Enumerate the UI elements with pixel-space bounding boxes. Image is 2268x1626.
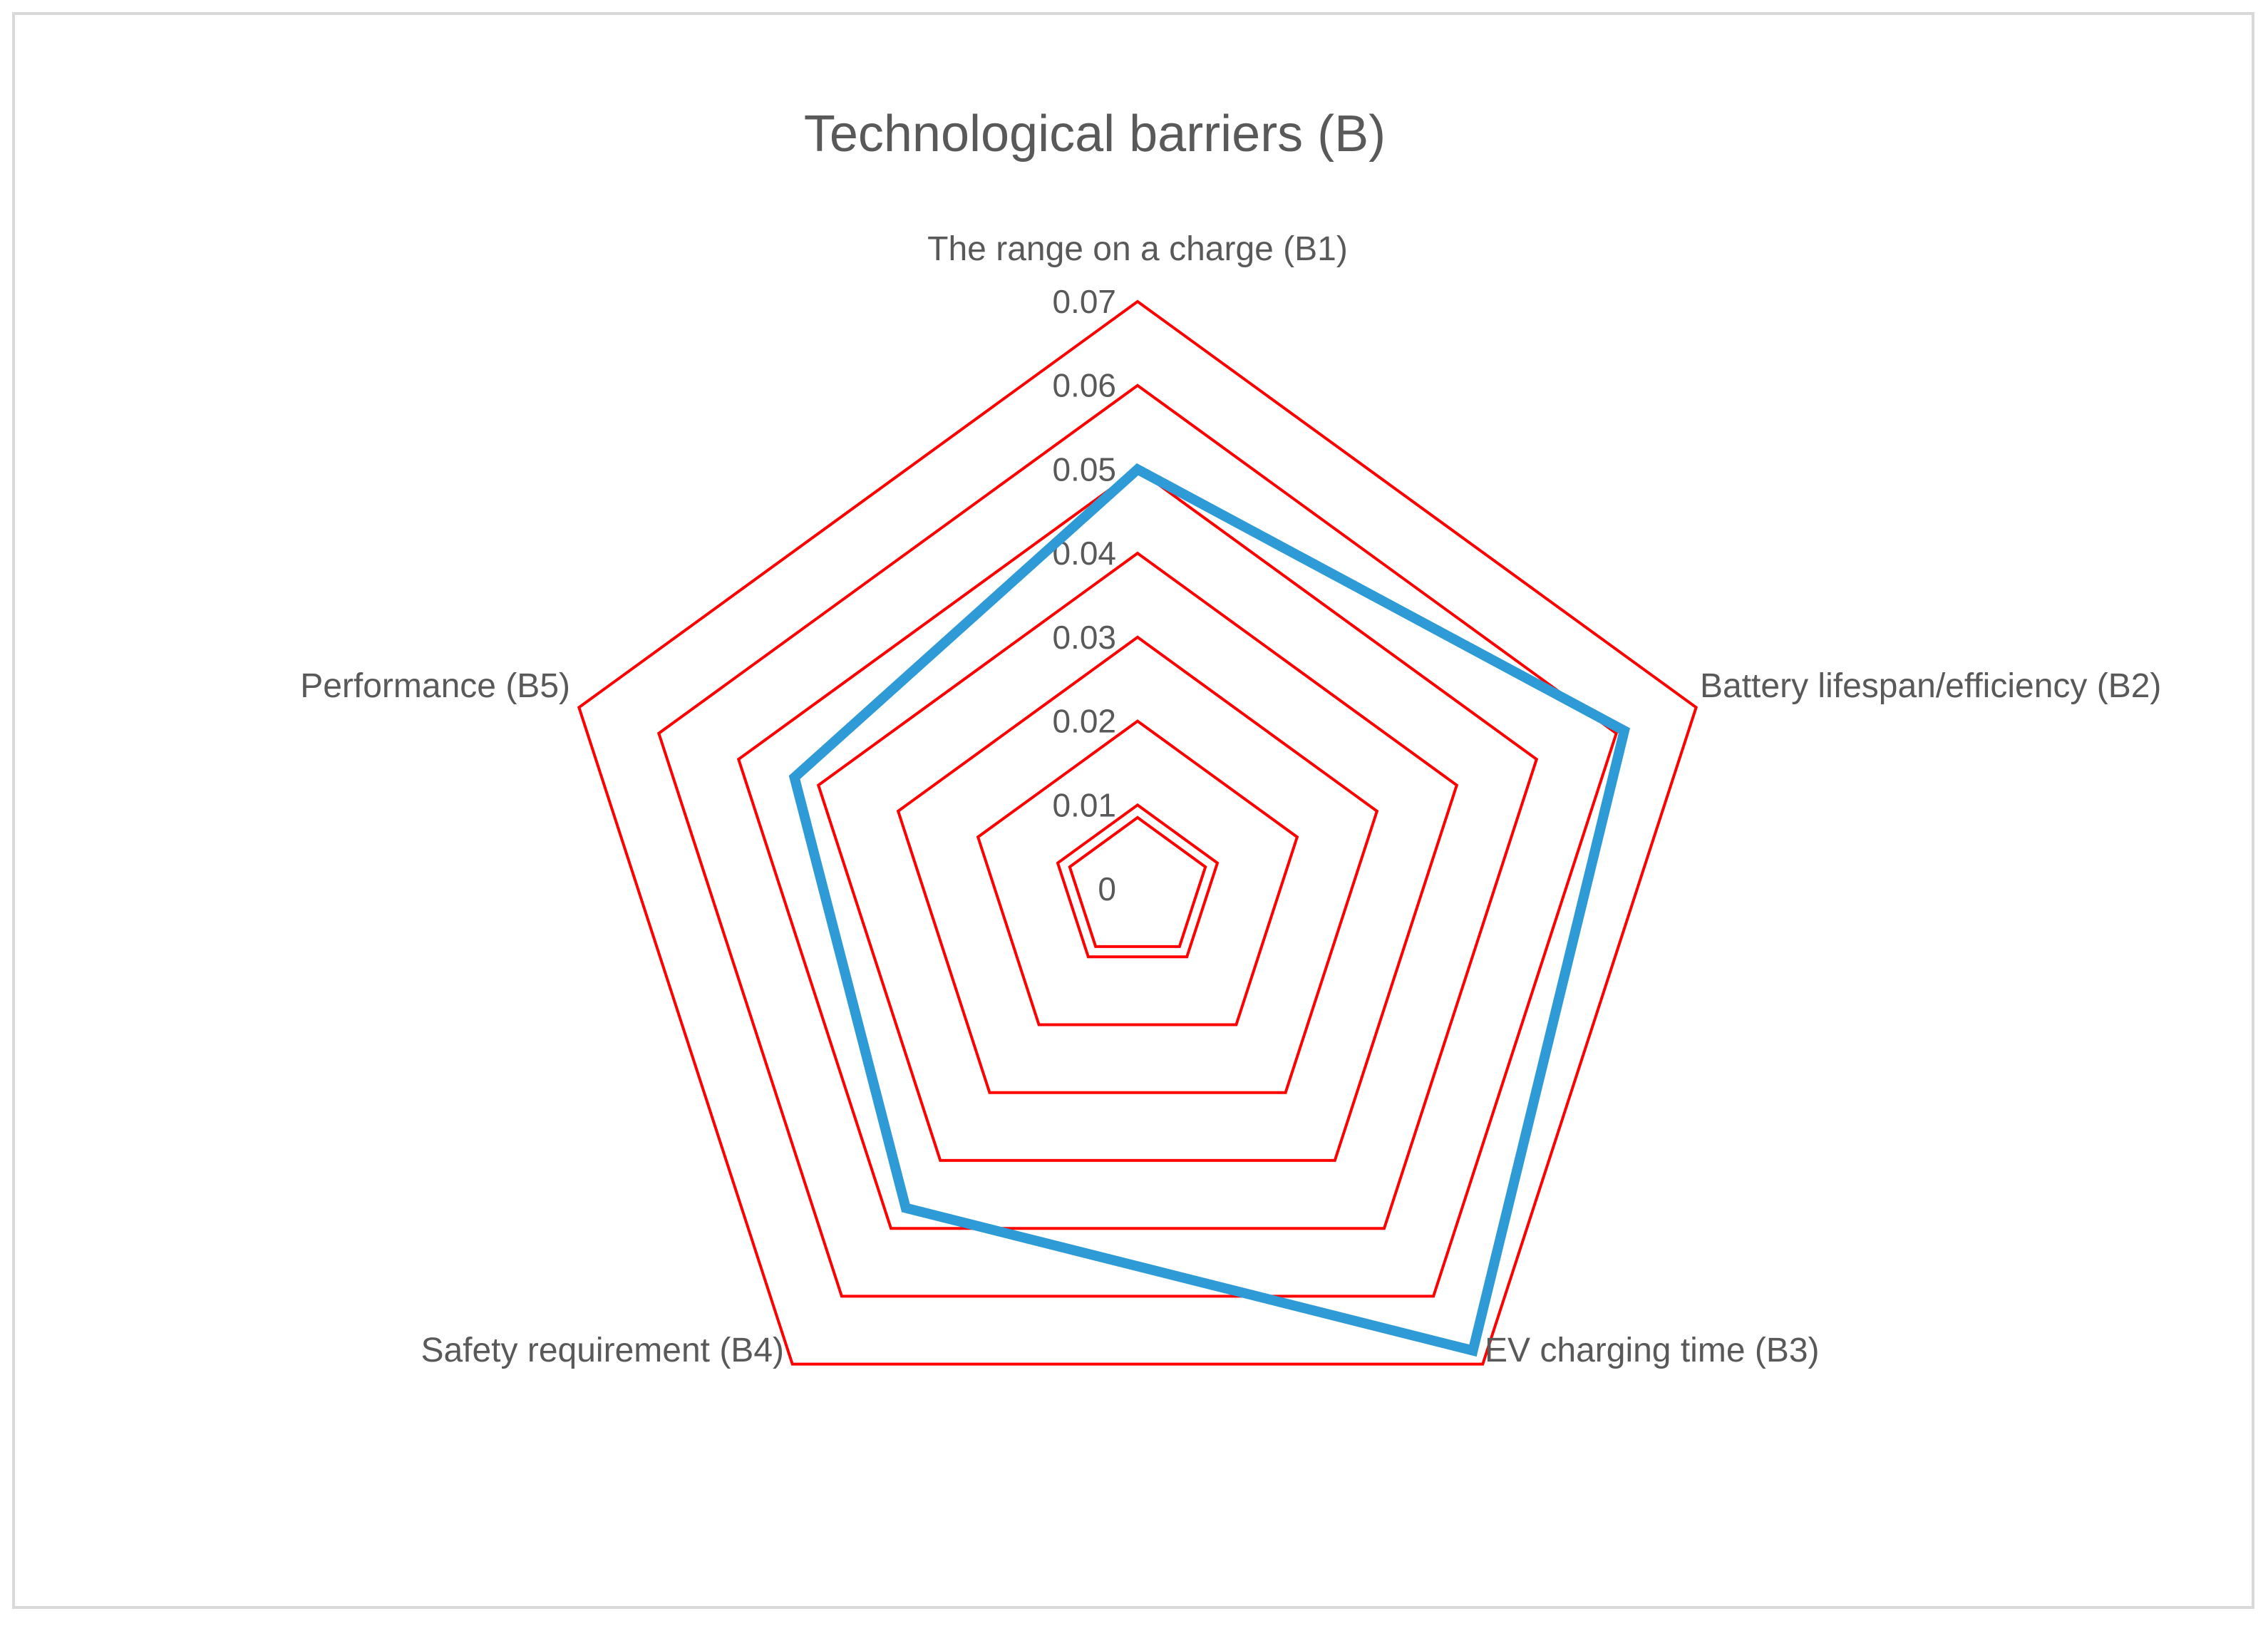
grid-ring-2 [976,719,1299,1026]
grid-ring-4 [816,551,1459,1162]
axis-label: EV charging time (B3) [1485,1332,1820,1369]
axis-label: Performance (B5) [300,667,570,705]
axis-labels: The range on a charge (B1) Battery lifesp… [300,230,2161,1369]
axis-label: Battery lifespan/efficiency (B2) [1700,667,2161,705]
tick-label: 0.05 [1052,451,1116,488]
tick-label: 0.06 [1052,367,1116,404]
grid-ring-3 [896,635,1379,1094]
tick-label: 0 [1098,870,1116,907]
grid-ring-7 [577,299,1699,1366]
series-group [788,463,1630,1357]
tick-label: 0.01 [1052,786,1116,823]
axis-label: The range on a charge (B1) [927,230,1348,268]
chart-title: Technological barriers (B) [804,106,1386,163]
grid-ring-1 [1056,803,1220,959]
radar-grid [577,299,1699,1366]
chart-frame [12,12,2254,1609]
grid-ring-center [1068,815,1207,948]
tick-label: 0.02 [1052,703,1116,740]
axis-label: Safety requirement (B4) [421,1332,784,1369]
series-line-0 [788,463,1630,1357]
radial-tick-labels: 00.010.020.030.040.050.060.07 [1052,283,1116,907]
grid-ring-6 [656,384,1619,1298]
grid-ring-5 [736,467,1539,1230]
tick-label: 0.07 [1052,283,1116,320]
tick-label: 0.03 [1052,619,1116,656]
